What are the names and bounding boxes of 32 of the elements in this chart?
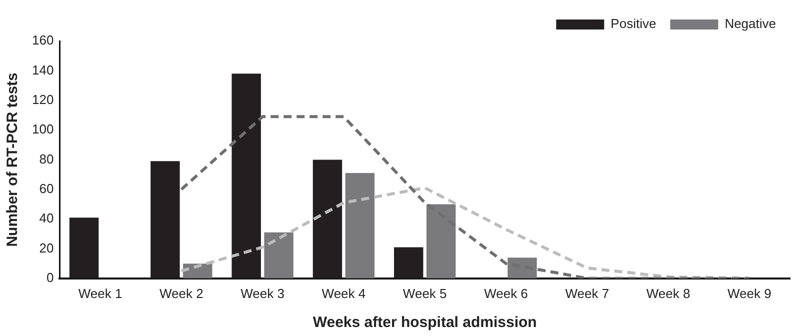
bar [150, 161, 180, 278]
y-tick-label: 20 [39, 240, 54, 256]
y-tick-label: 0 [46, 270, 54, 285]
bar [394, 247, 424, 278]
x-axis-title: Weeks after hospital admission [312, 314, 537, 332]
y-tick-label: 160 [32, 32, 54, 48]
x-tick-label: Week 4 [322, 286, 366, 301]
y-tick-label: 140 [32, 62, 54, 78]
x-tick-label: Week 6 [484, 286, 528, 301]
x-tick-label: Week 9 [728, 286, 772, 301]
legend-label: Positive [610, 16, 656, 32]
bar [232, 74, 261, 278]
y-tick-label: 100 [32, 122, 54, 137]
y-tick-label: 120 [32, 92, 54, 107]
y-tick-label: 40 [39, 210, 54, 226]
bar [69, 218, 99, 278]
legend-label: Negative [724, 16, 776, 32]
bar [508, 258, 537, 278]
x-tick-label: Week 3 [240, 286, 284, 301]
bar [312, 160, 342, 278]
x-tick-label: Week 5 [402, 286, 447, 301]
y-tick-label: 80 [39, 151, 54, 166]
bar [345, 173, 375, 278]
x-tick-label: Week 2 [159, 286, 204, 301]
x-tick-label: Week 7 [565, 286, 610, 301]
x-tick-label: Week 1 [78, 286, 122, 301]
bar [264, 232, 294, 278]
bar [426, 204, 456, 278]
x-tick-label: Week 8 [646, 286, 690, 301]
y-axis-title: Number of RT-PCR tests [4, 72, 22, 247]
y-tick-label: 60 [39, 180, 54, 196]
line-series [180, 115, 751, 278]
